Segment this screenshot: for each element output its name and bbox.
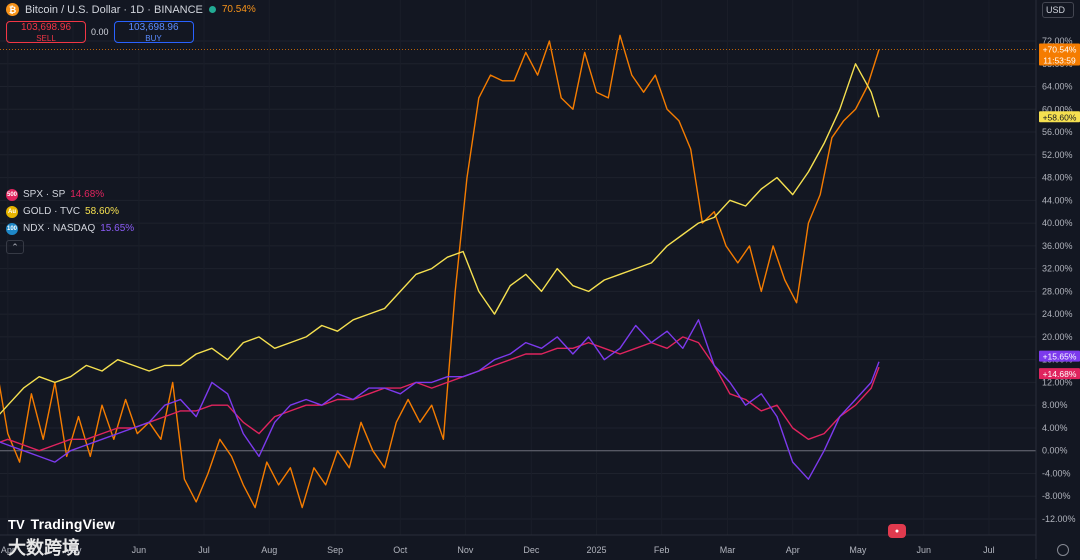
sell-price: 103,698.96 bbox=[20, 22, 72, 33]
y-tick-label: 28.00% bbox=[1042, 286, 1073, 296]
y-tick-label: 8.00% bbox=[1042, 400, 1068, 410]
sell-label: SELL bbox=[36, 34, 56, 43]
buy-label: BUY bbox=[145, 34, 162, 43]
svg-text:+58.60%: +58.60% bbox=[1043, 112, 1077, 122]
legend-item-gold[interactable]: Au GOLD · TVC 58.60% bbox=[6, 203, 134, 220]
y-tick-label: 4.00% bbox=[1042, 423, 1068, 433]
buy-price: 103,698.96 bbox=[128, 22, 179, 33]
legend-label: GOLD · TVC bbox=[23, 206, 81, 217]
y-tick-label: 44.00% bbox=[1042, 195, 1073, 205]
publisher-watermark: 大数跨境 bbox=[8, 538, 80, 558]
currency-selector[interactable]: USD bbox=[1042, 2, 1074, 18]
series-line-spx[interactable] bbox=[0, 336, 880, 452]
y-tick-label: 40.00% bbox=[1042, 218, 1073, 228]
y-tick-label: -12.00% bbox=[1042, 514, 1076, 524]
x-tick-label: Apr bbox=[1, 545, 15, 555]
spx-icon: 500 bbox=[6, 188, 18, 201]
currency-label: USD bbox=[1046, 5, 1066, 15]
countdown-label: 11:53:59 bbox=[1043, 56, 1076, 66]
legend-item-spx[interactable]: 500 SPX · SP 14.68% bbox=[6, 186, 134, 203]
y-tick-label: 20.00% bbox=[1042, 332, 1073, 342]
x-tick-label: Sep bbox=[327, 545, 343, 555]
last-value-labels: +70.54%11:53:59 +58.60% +14.68% +15.65% bbox=[1039, 43, 1080, 380]
x-tick-label: Apr bbox=[786, 545, 800, 555]
legend-value: 58.60% bbox=[85, 206, 119, 217]
gear-icon[interactable] bbox=[1057, 544, 1069, 556]
y-tick-label: 52.00% bbox=[1042, 150, 1073, 160]
x-tick-label: May bbox=[849, 545, 867, 555]
x-tick-label: Feb bbox=[654, 545, 670, 555]
last-value-label-btcusd: +70.54%11:53:59 bbox=[1039, 43, 1080, 66]
y-tick-label: -4.00% bbox=[1042, 468, 1071, 478]
series-lines bbox=[0, 34, 880, 509]
legend-collapse-button[interactable]: ⌃ bbox=[6, 240, 24, 254]
y-tick-label: 12.00% bbox=[1042, 377, 1073, 387]
svg-text:+70.54%: +70.54% bbox=[1043, 45, 1077, 55]
x-tick-label: Mar bbox=[720, 545, 736, 555]
x-tick-label: Dec bbox=[523, 545, 540, 555]
svg-text:+14.68%: +14.68% bbox=[1043, 369, 1077, 379]
x-tick-label: Jun bbox=[917, 545, 932, 555]
x-tick-label: Jul bbox=[983, 545, 995, 555]
buy-button[interactable]: 103,698.96 BUY bbox=[113, 21, 194, 43]
gold-icon: Au bbox=[6, 205, 18, 218]
trade-panel: 103,698.96 SELL 0.00 103,698.96 BUY bbox=[6, 21, 194, 43]
last-value-label-gold: +58.60% bbox=[1039, 111, 1080, 123]
last-value-label-ndx: +15.65% bbox=[1039, 350, 1080, 362]
legend-value: 15.65% bbox=[100, 223, 135, 234]
y-tick-label: 0.00% bbox=[1042, 446, 1068, 456]
series-line-btcusd[interactable] bbox=[0, 34, 880, 509]
y-tick-label: 24.00% bbox=[1042, 309, 1073, 319]
x-tick-label: Jun bbox=[132, 545, 147, 555]
y-tick-label: 72.00% bbox=[1042, 36, 1073, 46]
legend-item-ndx[interactable]: 100 NDX · NASDAQ 15.65% bbox=[6, 220, 134, 237]
x-tick-label: Aug bbox=[261, 545, 277, 555]
chart-grid bbox=[0, 40, 1036, 520]
legend-value: 14.68% bbox=[70, 189, 105, 200]
series-line-gold[interactable] bbox=[0, 63, 880, 451]
legend: 500 SPX · SP 14.68% Au GOLD · TVC 58.60%… bbox=[6, 186, 134, 254]
tradingview-logo-icon: TV bbox=[8, 516, 25, 532]
y-tick-label: 60.00% bbox=[1042, 104, 1073, 114]
x-axis[interactable]: Apr May Jun Jul Aug Sep Oct Nov Dec 2025 Feb Mar Apr… bbox=[0, 534, 1036, 555]
x-tick-label: Nov bbox=[457, 545, 474, 555]
y-tick-label: 48.00% bbox=[1042, 173, 1073, 183]
svg-text:+15.65%: +15.65% bbox=[1043, 352, 1077, 362]
sell-button[interactable]: 103,698.96 SELL bbox=[6, 21, 86, 43]
y-tick-label: 36.00% bbox=[1042, 241, 1073, 251]
x-tick-label: Oct bbox=[393, 545, 408, 555]
symbol-header: ₿ Bitcoin / U.S. Dollar · 1D · BINANCE 7… bbox=[6, 3, 256, 16]
x-tick-label: Jul bbox=[198, 545, 210, 555]
y-tick-label: 64.00% bbox=[1042, 82, 1073, 92]
ndx-icon: 100 bbox=[6, 222, 18, 235]
bitcoin-icon: ₿ bbox=[6, 3, 19, 16]
legend-label: SPX · SP bbox=[23, 189, 66, 200]
y-axis[interactable]: -12.00% -8.00% -4.00% 0.00% 4.00% 8.00% 12.00%… bbox=[1035, 0, 1076, 559]
symbol-title[interactable]: Bitcoin / U.S. Dollar · 1D · BINANCE bbox=[25, 3, 203, 16]
header-change-value: 70.54% bbox=[221, 4, 256, 15]
series-line-ndx[interactable] bbox=[0, 319, 880, 480]
y-tick-label: 56.00% bbox=[1042, 127, 1073, 137]
tradingview-brand: TradingView bbox=[30, 516, 116, 532]
y-tick-label: 32.00% bbox=[1042, 264, 1073, 274]
market-status-icon[interactable] bbox=[208, 6, 216, 13]
chevron-up-icon: ⌃ bbox=[11, 241, 19, 252]
legend-label: NDX · NASDAQ bbox=[23, 223, 96, 234]
spread-value: 0.00 bbox=[91, 27, 109, 37]
tradingview-watermark[interactable]: TV TradingView bbox=[8, 516, 115, 532]
x-tick-label: May bbox=[64, 545, 82, 555]
y-tick-label: -8.00% bbox=[1042, 491, 1071, 501]
x-tick-label: 2025 bbox=[586, 545, 606, 555]
last-value-label-spx: +14.68% bbox=[1039, 368, 1080, 380]
flag-icon[interactable]: ● bbox=[888, 524, 906, 538]
